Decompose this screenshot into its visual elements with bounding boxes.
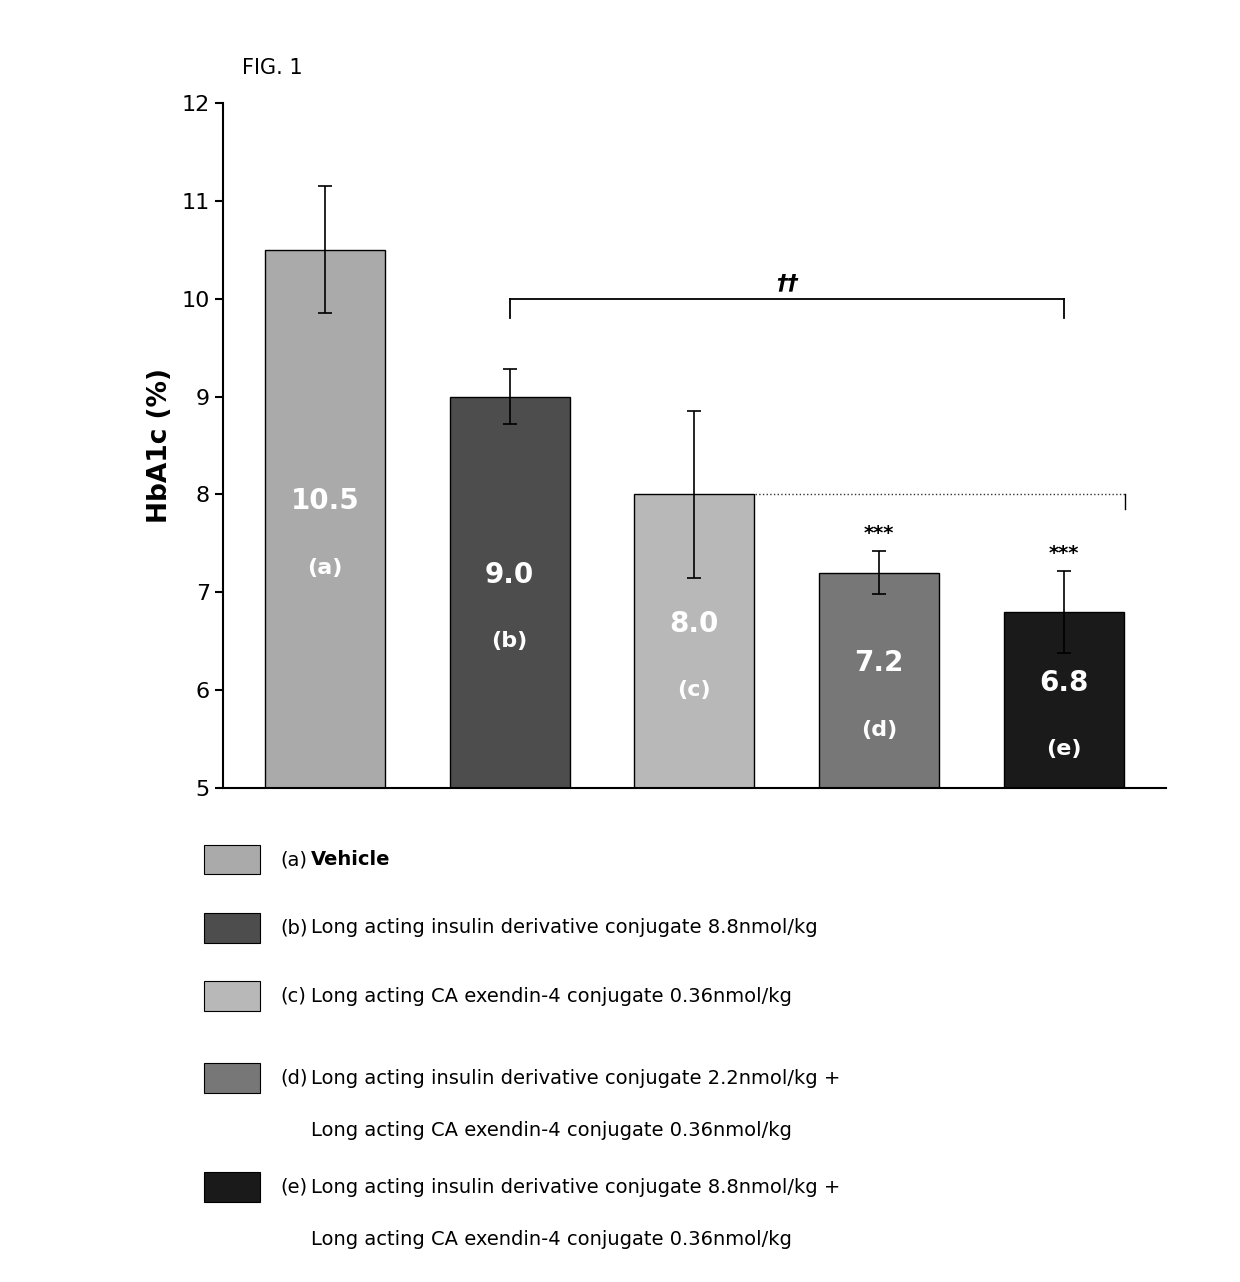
Text: Long acting insulin derivative conjugate 8.8nmol/kg +: Long acting insulin derivative conjugate… <box>311 1178 841 1197</box>
Text: Long acting CA exendin-4 conjugate 0.36nmol/kg: Long acting CA exendin-4 conjugate 0.36n… <box>311 1231 792 1249</box>
Text: (d): (d) <box>861 719 898 740</box>
Bar <box>450 396 569 788</box>
Text: (e): (e) <box>1047 740 1081 759</box>
Text: 8.0: 8.0 <box>670 610 719 638</box>
Text: ***: *** <box>1049 544 1079 563</box>
Text: (e): (e) <box>280 1178 308 1197</box>
Bar <box>205 845 260 874</box>
Text: Long acting CA exendin-4 conjugate 0.36nmol/kg: Long acting CA exendin-4 conjugate 0.36n… <box>311 1120 792 1140</box>
Text: Long acting insulin derivative conjugate 2.2nmol/kg +: Long acting insulin derivative conjugate… <box>311 1068 841 1087</box>
Text: FIG. 1: FIG. 1 <box>242 58 303 78</box>
Text: 7.2: 7.2 <box>854 649 904 677</box>
Y-axis label: HbA1c (%): HbA1c (%) <box>148 368 174 523</box>
Text: Long acting insulin derivative conjugate 8.8nmol/kg: Long acting insulin derivative conjugate… <box>311 918 817 937</box>
Text: (c): (c) <box>280 987 306 1005</box>
Bar <box>205 981 260 1011</box>
Bar <box>205 1063 260 1092</box>
Text: ***: *** <box>864 524 894 544</box>
Text: (b): (b) <box>280 918 308 937</box>
Bar <box>820 573 939 788</box>
Bar <box>265 250 384 788</box>
Bar <box>205 913 260 942</box>
Text: 6.8: 6.8 <box>1039 669 1089 696</box>
Text: (b): (b) <box>491 632 528 651</box>
Text: ††: †† <box>776 273 797 294</box>
Bar <box>635 495 754 788</box>
Text: Long acting CA exendin-4 conjugate 0.36nmol/kg: Long acting CA exendin-4 conjugate 0.36n… <box>311 987 792 1005</box>
Text: (d): (d) <box>280 1068 308 1087</box>
Text: 9.0: 9.0 <box>485 560 534 588</box>
Text: 10.5: 10.5 <box>290 487 360 515</box>
Text: (a): (a) <box>280 850 308 869</box>
Text: (a): (a) <box>308 558 342 578</box>
Bar <box>205 1173 260 1203</box>
Text: Vehicle: Vehicle <box>311 850 391 869</box>
Text: (c): (c) <box>677 681 712 700</box>
Bar <box>1004 612 1123 788</box>
